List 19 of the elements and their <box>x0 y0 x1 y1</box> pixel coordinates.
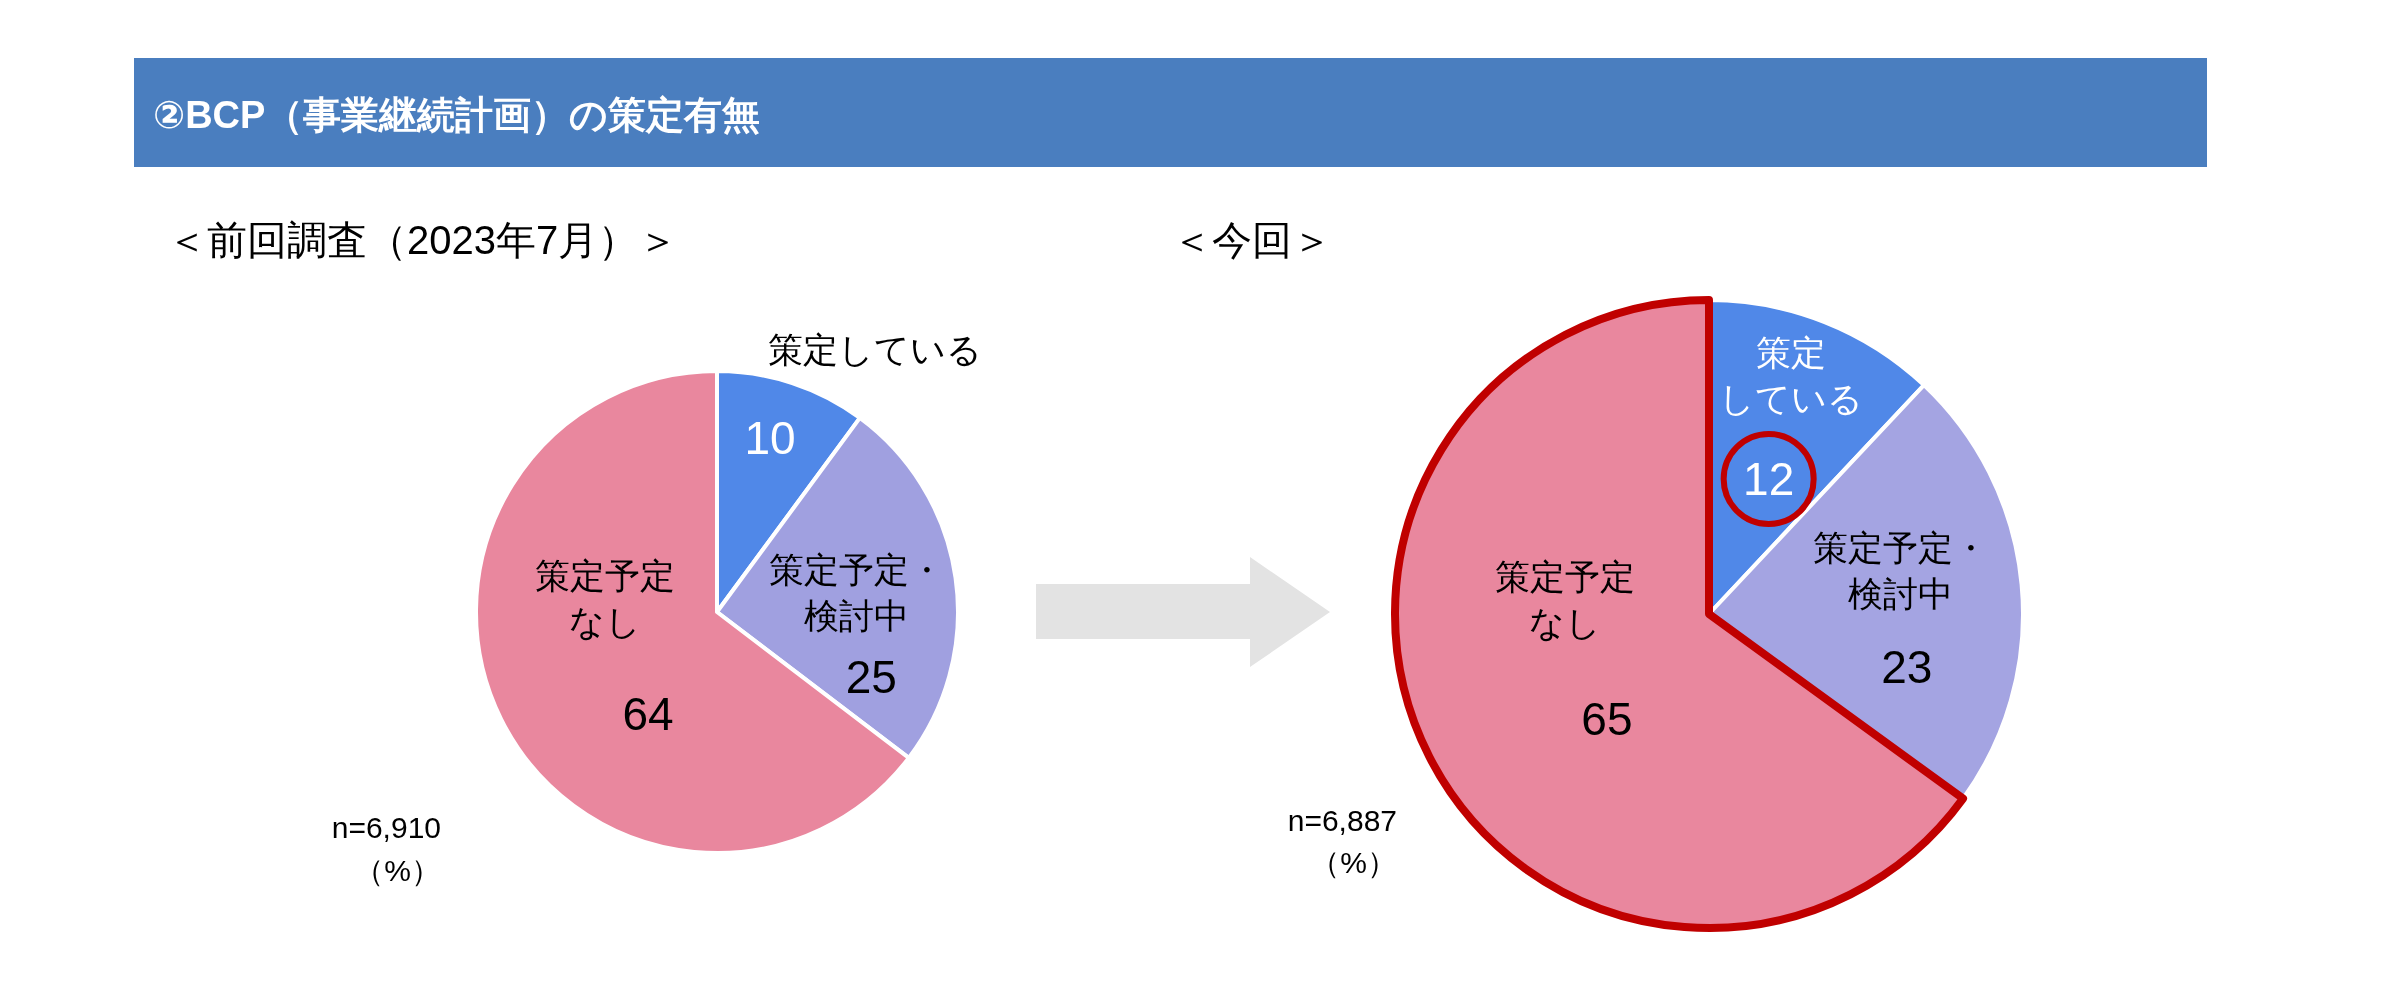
data-label: 10 <box>744 412 796 465</box>
slice-label: 策定予定・検討中 <box>1813 527 1989 613</box>
slice-label: 策定している <box>768 329 983 369</box>
slice-label: 策定予定なし <box>534 556 675 642</box>
text: n=6,910 <box>331 810 441 844</box>
slice-label: 策定予定・検討中 <box>769 550 945 636</box>
slice-label: 策定予定なし <box>1494 557 1635 643</box>
text: （%） <box>354 853 441 887</box>
slice-label: 策定している <box>1718 332 1863 418</box>
text: （%） <box>1310 845 1397 879</box>
data-label: 23 <box>1881 641 1933 694</box>
data-label: 12 <box>1743 452 1795 505</box>
chart-subtitle: ＜前回調査（2023年7月）＞ <box>167 218 679 262</box>
text: n=6,887 <box>1287 803 1397 837</box>
chart-subtitle: ＜今回＞ <box>1172 218 1332 262</box>
data-label: 65 <box>1581 692 1633 745</box>
chart-title: ②BCP（事業継続計画）の策定有無 <box>153 93 761 136</box>
data-label: 25 <box>845 651 897 704</box>
data-label: 64 <box>622 687 674 740</box>
